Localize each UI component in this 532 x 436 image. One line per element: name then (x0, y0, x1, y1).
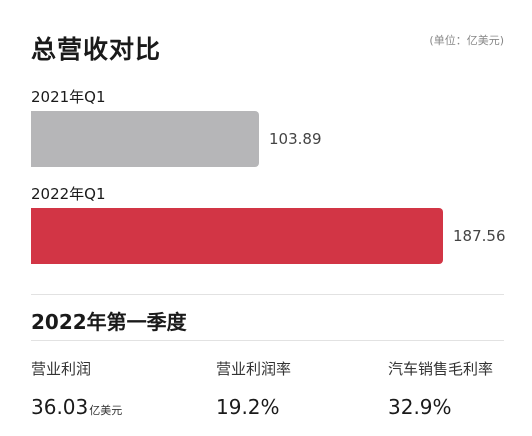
chart-title: 总营收对比 (31, 35, 162, 64)
bar-category-label: 2022年Q1 (31, 185, 106, 203)
bar-2022-q1 (31, 208, 443, 264)
metric-number: 36.03 (31, 395, 89, 419)
metric-label: 营业利润 (31, 360, 92, 378)
unit-note: (单位：亿美元) (429, 34, 504, 47)
section-title: 2022年第一季度 (31, 310, 187, 334)
divider (31, 294, 504, 295)
metric-number: 32.9% (388, 395, 452, 419)
bar-category-label: 2021年Q1 (31, 88, 106, 106)
metric-value: 19.2% (216, 395, 291, 419)
metric-value: 32.9% (388, 395, 493, 419)
metric-label: 营业利润率 (216, 360, 292, 378)
metric-value: 36.03亿美元 (31, 395, 122, 419)
bar-value-label: 103.89 (269, 130, 322, 148)
metric-number: 19.2% (216, 395, 280, 419)
bar-2021-q1 (31, 111, 259, 167)
metric-label: 汽车销售毛利率 (388, 360, 494, 378)
metric-operating-profit: 营业利润 36.03亿美元 (31, 358, 122, 419)
metric-operating-margin: 营业利润率 19.2% (216, 358, 291, 419)
bar-value-label: 187.56 (453, 227, 506, 245)
divider (31, 340, 504, 341)
metric-unit: 亿美元 (89, 404, 123, 417)
metric-auto-gross-margin: 汽车销售毛利率 32.9% (388, 358, 493, 419)
